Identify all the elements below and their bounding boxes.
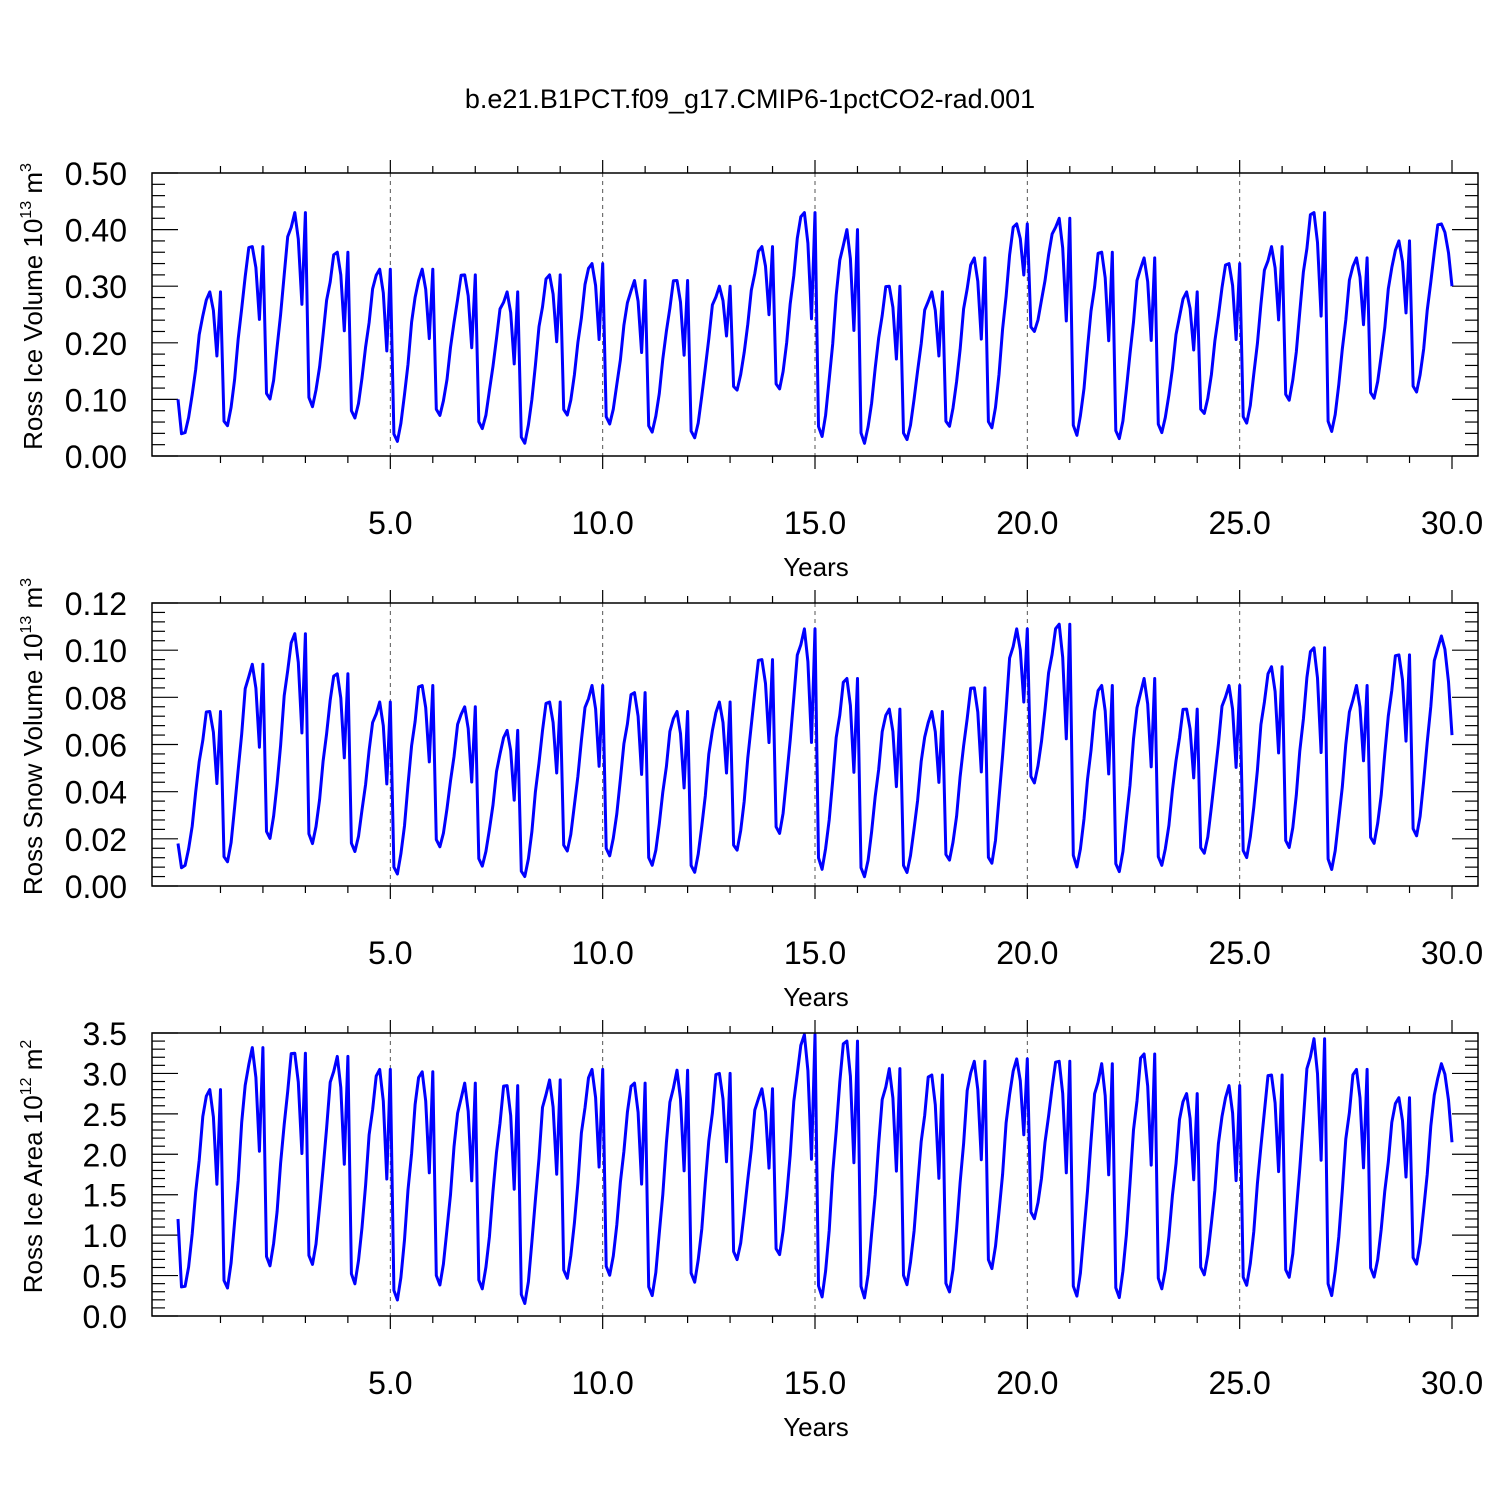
x-tick-label: 20.0 [996,505,1058,541]
y-tick-label: 0.08 [65,680,127,716]
y-tick-label: 1.5 [83,1178,127,1214]
panel-3-y-axis-label: Ross Ice Area 1012 m2 [18,1040,48,1294]
panel-ice-area: 0.00.51.01.52.02.53.03.5 5.0 10.0 15.0 20.0… [18,1016,1483,1442]
panel-2-x-axis-label: Years [783,982,849,1012]
y-tick-label: 0.02 [65,822,127,858]
panel-2-ylabel-unit-exp: 3 [18,578,35,587]
panel-3-ylabel-main: Ross Ice Area 10 [18,1095,48,1293]
x-tick-label: 15.0 [784,1365,846,1401]
panel-1-y-axis-label: Ross Ice Volume 1013 m3 [18,163,48,450]
y-tick-label: 0.10 [65,633,127,669]
y-tick-label: 0.5 [83,1259,127,1295]
panel-2-x-tick-labels: 5.0 10.0 15.0 20.0 25.0 30.0 [368,935,1483,971]
panel-2-frame [151,602,1479,887]
y-tick-label: 0.12 [65,586,127,622]
chart-title: b.e21.B1PCT.f09_g17.CMIP6-1pctCO2-rad.00… [465,84,1035,114]
x-tick-label: 15.0 [784,505,846,541]
panel-1-ylabel-main: Ross Ice Volume 10 [18,219,48,450]
x-tick-label: 25.0 [1209,935,1271,971]
panel-3-ylabel-exp: 12 [18,1077,35,1095]
x-tick-label: 15.0 [784,935,846,971]
panel-1-x-axis-label: Years [783,552,849,582]
panel-1-grid [389,173,1241,456]
panel-1-ylabel-exp: 13 [18,201,35,219]
x-tick-label: 5.0 [368,505,412,541]
panel-2-y-axis-label: Ross Snow Volume 1013 m3 [18,578,48,895]
panel-2-ylabel-main: Ross Snow Volume 10 [18,634,48,896]
panel-3-ylabel-unit: m [18,1049,48,1078]
panel-3-frame [151,1032,1479,1317]
panel-3-y-tick-labels: 0.0 0.5 1.0 1.5 2.0 2.5 3.0 3.5 [83,1016,127,1335]
y-tick-label: 0.30 [65,269,127,305]
y-tick-label: 0.00 [65,869,127,905]
x-tick-label: 25.0 [1209,1365,1271,1401]
x-tick-label: 30.0 [1421,935,1483,971]
panel-1-y-tick-labels: 0.00 0.10 0.20 0.30 0.40 0.50 [65,156,127,475]
series-snow-volume-line [176,622,1454,879]
panel-2-ylabel-unit: m [18,587,48,616]
x-tick-label: 20.0 [996,935,1058,971]
y-tick-label: 0.0 [83,1299,127,1335]
panel-3-x-axis-label: Years [783,1412,849,1442]
y-tick-label: 3.0 [83,1056,127,1092]
y-tick-label: 0.10 [65,382,127,418]
x-tick-label: 20.0 [996,1365,1058,1401]
x-tick-label: 5.0 [368,1365,412,1401]
y-tick-label: 2.5 [83,1097,127,1133]
panel-2-ylabel-exp: 13 [18,616,35,634]
x-tick-label: 10.0 [572,1365,634,1401]
panel-3-x-tick-labels: 5.0 10.0 15.0 20.0 25.0 30.0 [368,1365,1483,1401]
x-tick-label: 25.0 [1209,505,1271,541]
x-tick-label: 10.0 [572,505,634,541]
panel-3-ylabel-unit-exp: 2 [18,1040,35,1049]
y-tick-label: 0.00 [65,439,127,475]
x-tick-label: 30.0 [1421,505,1483,541]
x-tick-label: 10.0 [572,935,634,971]
panel-1-x-tick-labels: 5.0 10.0 15.0 20.0 25.0 30.0 [368,505,1483,541]
x-tick-label: 5.0 [368,935,412,971]
panel-2-y-tick-labels: 0.00 0.02 0.04 0.06 0.08 0.10 0.12 [65,586,127,905]
panel-1-frame [151,172,1479,457]
series-ice-volume-line [176,211,1454,445]
y-tick-label: 0.20 [65,326,127,362]
panel-1-ylabel-unit-exp: 3 [18,163,35,172]
panel-1-ylabel-unit: m [18,172,48,201]
y-tick-label: 0.40 [65,213,127,249]
series-ice-area-line [176,1033,1454,1305]
y-tick-label: 1.0 [83,1218,127,1254]
panel-2-grid [389,603,1241,886]
y-tick-label: 0.50 [65,156,127,192]
y-tick-label: 2.0 [83,1137,127,1173]
panel-3-grid [389,1033,1241,1316]
y-tick-label: 3.5 [83,1016,127,1052]
panel-ice-volume: 0.00 0.10 0.20 0.30 0.40 0.50 5.0 10.0 15.0 20.0… [18,156,1483,582]
panel-1-ticks [152,160,1478,469]
y-tick-label: 0.04 [65,775,127,811]
panel-snow-volume: 0.00 0.02 0.04 0.06 0.08 0.10 0.12 5.0 10.0 15.0… [18,578,1483,1012]
y-tick-label: 0.06 [65,728,127,764]
x-tick-label: 30.0 [1421,1365,1483,1401]
